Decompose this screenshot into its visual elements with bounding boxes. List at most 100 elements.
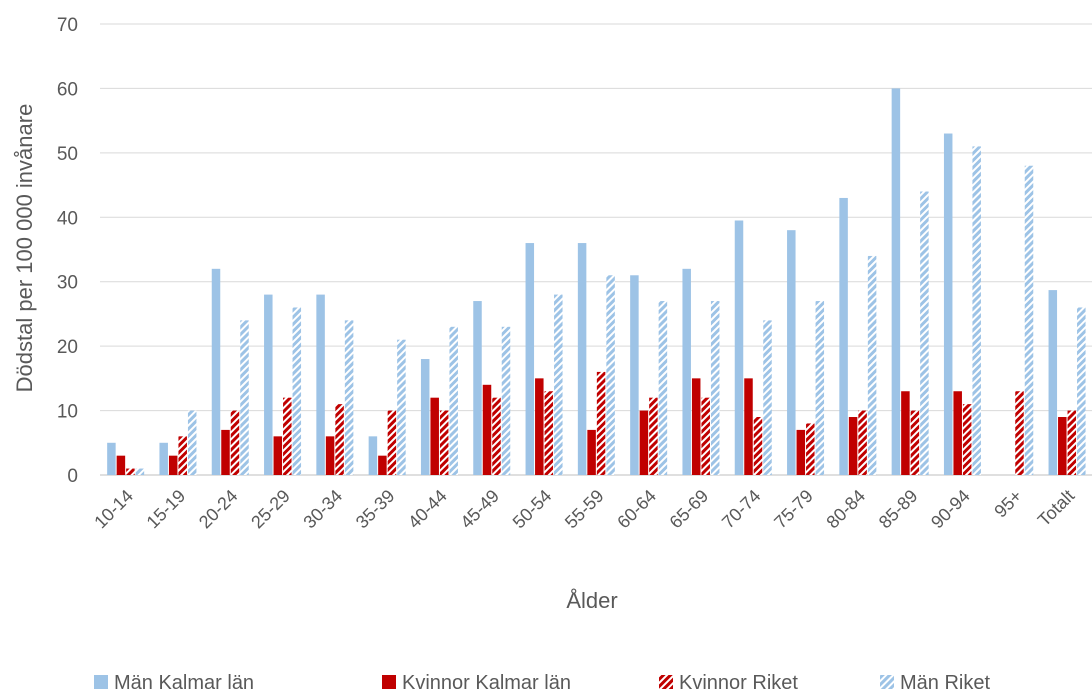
bar [796,429,806,475]
bar [344,320,354,475]
bar [230,410,240,475]
bar [473,301,482,475]
bar [787,230,796,475]
x-axis-title: Ålder [566,588,617,613]
bar [420,359,430,475]
y-axis-title: Dödstal per 100 000 invånare [12,104,37,393]
legend: Män Kalmar län Kvinnor Kalmar län Kvinnor … [94,672,990,694]
bar [858,410,867,475]
y-tick-label: 10 [57,402,78,423]
bar [806,423,815,475]
bar [187,410,197,475]
legend-swatch [94,675,108,689]
legend-label: Kvinnor Riket [679,672,798,694]
x-tick-label: 85-89 [875,486,922,533]
bar [962,404,972,475]
x-tick-label: 80-84 [822,486,869,533]
x-tick-label: 10-14 [90,486,137,533]
bar [116,455,126,475]
bar [292,307,302,475]
bar [544,391,554,475]
x-tick-label: 90-94 [927,486,974,533]
y-tick-label: 30 [57,273,78,294]
bar [335,404,344,475]
bar [763,320,772,475]
x-tick-label: 60-64 [613,486,660,533]
bar [1077,307,1086,475]
y-tick-label: 50 [57,144,78,165]
bar [482,384,492,475]
x-tick-label: 55-59 [561,486,608,533]
bar [1015,391,1024,475]
bar [283,397,292,475]
bar [378,455,387,475]
bar [658,301,668,475]
legend-swatch [880,675,894,689]
bar [839,197,848,475]
bar [387,410,397,475]
bar [492,397,501,475]
y-tick-label: 0 [67,466,78,487]
bar [901,391,910,475]
bar [596,371,606,475]
bar [891,88,901,475]
bar [734,220,744,475]
bar [159,442,168,475]
y-tick-labels: 0 10 20 30 40 50 60 70 [57,15,78,487]
bar [221,429,230,475]
bar [910,410,920,475]
x-tick-label: 30-34 [299,486,346,533]
bar [753,417,763,475]
bar [920,191,929,475]
x-tick-label: 35-39 [352,486,399,533]
bar [439,410,449,475]
gridlines [100,23,1092,476]
x-tick-label: 65-69 [666,486,713,533]
bar [1058,417,1067,475]
x-tick-label: 25-29 [247,486,294,533]
bar [126,468,135,475]
x-tick-label: 95+ [990,486,1026,522]
bar [744,378,753,475]
bar [953,391,962,475]
x-tick-labels: 10-14 15-19 20-24 25-29 30-34 35-39 40-44 45-49… [90,486,1078,533]
bar [691,378,701,475]
bar [135,468,145,475]
legend-label: Män Riket [900,672,990,694]
bar [554,294,563,475]
x-tick-label: 15-19 [143,486,190,533]
bars [107,88,1086,475]
x-tick-label: 20-24 [195,486,242,533]
bar [682,268,691,475]
bar [535,378,544,475]
y-tick-label: 70 [57,15,78,36]
bar [525,243,535,475]
bar [397,339,406,475]
x-tick-label: Totalt [1034,486,1079,531]
x-tick-label: 70-74 [718,486,765,533]
bar [639,410,649,475]
bar [587,429,596,475]
y-tick-label: 20 [57,337,78,358]
bar [168,455,178,475]
bar [710,301,720,475]
bar [430,397,439,475]
bar [325,436,335,475]
legend-swatch [382,675,396,689]
x-tick-label: 45-49 [456,486,503,533]
legend-swatch [659,675,673,689]
y-tick-label: 40 [57,208,78,229]
bar [501,326,511,475]
legend-label: Kvinnor Kalmar län [402,672,571,694]
bar [701,397,710,475]
x-tick-label: 50-54 [509,486,556,533]
bar [1067,410,1077,475]
bar [368,436,378,475]
bar [1048,290,1058,475]
bar [316,294,325,475]
bar [449,326,458,475]
bar [972,146,981,475]
bar [1024,165,1034,475]
bar [649,397,658,475]
